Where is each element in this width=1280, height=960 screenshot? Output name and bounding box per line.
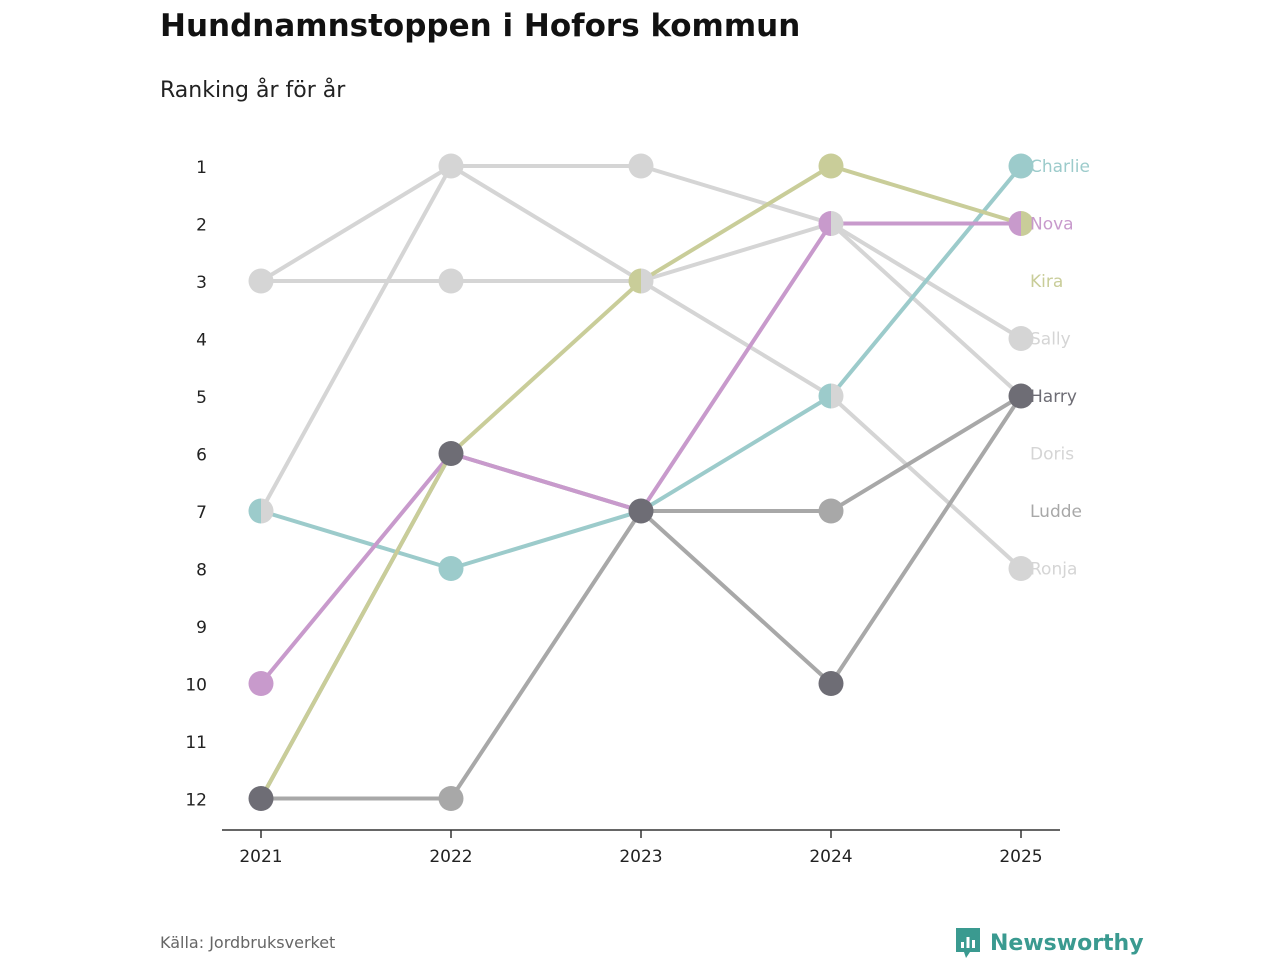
series-lines — [259, 164, 1023, 801]
point-2021-rank-12 — [248, 786, 274, 811]
y-tick-label: 2 — [196, 216, 207, 236]
x-tick-label: 2023 — [619, 847, 662, 867]
x-axis-ticks: 2021 2022 2023 2024 2025 — [239, 830, 1043, 867]
point-2024-rank-5-left — [818, 383, 831, 409]
point-2024-rank-1 — [818, 153, 844, 179]
point-2025-rank-8 — [1008, 556, 1034, 581]
y-tick-label: 7 — [196, 503, 207, 523]
end-labels: Charlie Nova Kira Sally Harry Doris Ludde Ronja — [1030, 157, 1090, 580]
series-line-ludde — [259, 394, 1023, 801]
y-tick-label: 12 — [185, 791, 207, 811]
point-2025-rank-4 — [1008, 326, 1034, 351]
point-2021-rank-7-left — [248, 498, 261, 524]
x-tick-label: 2025 — [999, 847, 1042, 867]
chart-subtitle: Ranking år för år — [160, 78, 346, 103]
x-tick-label: 2022 — [429, 847, 472, 867]
point-2024-rank-5-right — [831, 383, 844, 409]
point-2024-rank-10 — [818, 671, 844, 696]
x-tick-label: 2021 — [239, 847, 282, 867]
point-2022-rank-3 — [438, 268, 464, 294]
point-2023-rank-3-left — [628, 268, 641, 294]
end-label-ludde: Ludde — [1030, 502, 1082, 522]
point-2025-rank-5 — [1008, 383, 1034, 409]
brand-name: Newsworthy — [990, 930, 1144, 956]
point-2025-rank-1 — [1008, 153, 1034, 179]
end-label-sally: Sally — [1030, 330, 1071, 350]
point-2024-rank-2-left — [818, 211, 831, 236]
y-tick-label: 6 — [196, 446, 207, 466]
series-line-doris — [259, 221, 1023, 398]
y-tick-label: 3 — [196, 273, 207, 293]
y-tick-label: 5 — [196, 388, 207, 408]
end-label-doris: Doris — [1030, 445, 1074, 465]
y-tick-label: 9 — [196, 618, 207, 638]
series-line-kira — [259, 164, 1023, 801]
chart-title: Hundnamnstoppen i Hofors kommun — [160, 8, 801, 44]
brand-logo[interactable]: Newsworthy — [954, 926, 1144, 960]
point-2023-rank-7 — [628, 498, 654, 524]
point-2022-rank-12 — [438, 786, 464, 811]
point-2022-rank-6 — [438, 441, 464, 466]
x-tick-label: 2024 — [809, 847, 852, 867]
y-tick-label: 10 — [185, 676, 207, 696]
end-label-nova: Nova — [1030, 215, 1074, 235]
end-label-kira: Kira — [1030, 272, 1063, 292]
point-2021-rank-10 — [248, 671, 274, 696]
series-points — [248, 153, 1034, 811]
newsworthy-icon — [956, 928, 980, 958]
end-label-charlie: Charlie — [1030, 157, 1090, 177]
point-2022-rank-1 — [438, 153, 464, 179]
point-2025-rank-2-right — [1021, 211, 1034, 236]
point-2021-rank-7-right — [261, 498, 274, 524]
point-2022-rank-8 — [438, 556, 464, 581]
y-tick-label: 1 — [196, 158, 207, 178]
point-2024-rank-7 — [818, 498, 844, 524]
y-tick-label: 11 — [185, 733, 207, 753]
point-2023-rank-1 — [628, 153, 654, 179]
point-2023-rank-3-right — [641, 268, 654, 294]
end-label-harry: Harry — [1030, 387, 1077, 407]
end-label-ronja: Ronja — [1030, 560, 1077, 580]
point-2021-rank-3 — [248, 268, 274, 294]
series-line-harry — [259, 394, 1023, 801]
source-note: Källa: Jordbruksverket — [160, 933, 336, 952]
y-tick-label: 4 — [196, 331, 207, 351]
point-2024-rank-2-right — [830, 211, 844, 236]
point-2025-rank-2-left — [1008, 211, 1021, 236]
y-tick-label: 8 — [196, 561, 207, 581]
series-line-sally — [259, 164, 1023, 341]
